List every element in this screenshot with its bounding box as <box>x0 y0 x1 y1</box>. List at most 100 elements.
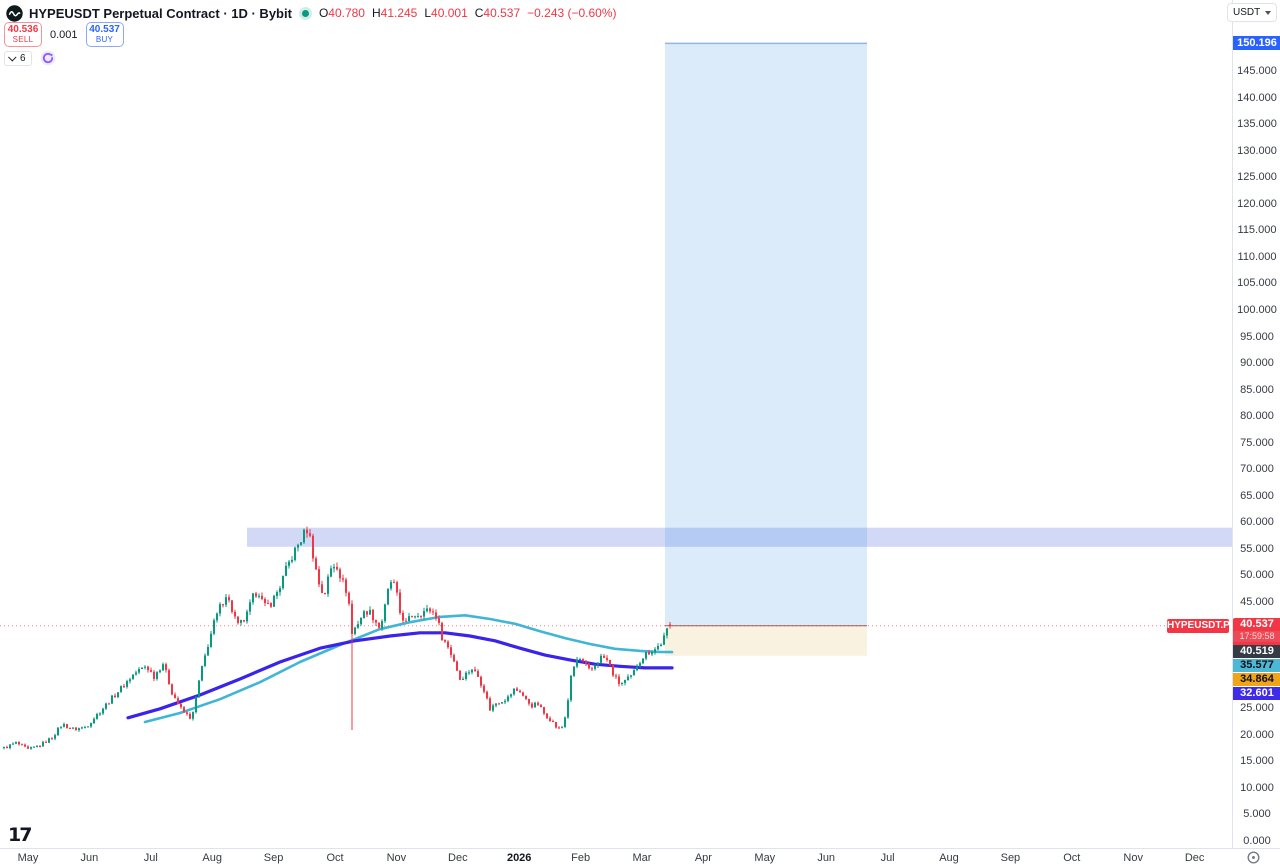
quantity-field[interactable]: 0.001 <box>50 28 78 41</box>
candle-body <box>591 668 593 670</box>
ma-slow-blue-line[interactable] <box>126 631 674 720</box>
candle-body <box>159 670 161 673</box>
candle-body <box>84 727 86 729</box>
candle-body <box>273 595 275 607</box>
price-axis[interactable]: 145.000 140.000 135.000 130.000 125.000 120.0… <box>1232 0 1280 848</box>
target-price-badge: 150.196 <box>1233 36 1280 51</box>
candle-body <box>606 657 608 660</box>
chevron-down-icon <box>8 53 17 62</box>
price-tick-label: 140.000 <box>1237 91 1277 104</box>
price-tick-label: 85.000 <box>1240 383 1274 396</box>
candle-body <box>471 669 473 673</box>
candle-body <box>336 566 338 570</box>
price-tick-label: 50.000 <box>1240 569 1274 582</box>
candle-body <box>633 670 635 676</box>
candle-body <box>528 699 530 704</box>
price-tick-label: 120.000 <box>1237 197 1277 210</box>
candle-body <box>366 611 368 615</box>
candle-body <box>345 579 347 593</box>
candle-body <box>621 682 623 684</box>
candle-body <box>600 655 602 663</box>
candle-body <box>654 649 656 653</box>
candle-body <box>282 575 284 589</box>
candle-body <box>6 747 8 749</box>
candle-body <box>642 658 644 664</box>
close-value: 40.537 <box>483 6 521 20</box>
tradingview-logo[interactable]: 17 <box>8 824 32 846</box>
ohlc-values: O40.780 H41.245 L40.001 C40.537 −0.243 (… <box>319 6 617 20</box>
entry-zone-rect[interactable] <box>665 625 867 656</box>
candle-body <box>411 616 413 618</box>
candle-body <box>543 707 545 714</box>
candle-body <box>87 726 89 728</box>
price-tick-label: 70.000 <box>1240 463 1274 476</box>
candle-body <box>126 681 128 687</box>
candle-body <box>540 704 542 708</box>
candle-body <box>294 547 296 561</box>
candle-body <box>594 665 596 669</box>
high-key: H <box>371 6 381 20</box>
open-value: 40.780 <box>328 6 365 20</box>
candle-body <box>111 695 113 704</box>
candle-body <box>462 679 464 681</box>
candle-body <box>417 616 419 618</box>
candle-body <box>168 670 170 685</box>
ma-fast-cyan-line[interactable] <box>143 613 674 724</box>
symbol-price-flag[interactable]: HYPEUSDT.P <box>1167 619 1230 633</box>
candle-body <box>639 663 641 667</box>
low-key: L <box>424 6 432 20</box>
time-axis-label: May <box>17 852 39 864</box>
sell-price: 40.536 <box>7 23 39 35</box>
last-price-badge-group: 40.537 17:59:58 <box>1233 618 1280 645</box>
price-tick-label: 100.000 <box>1237 303 1277 316</box>
buy-button[interactable]: 40.537 BUY <box>85 22 124 47</box>
candle-body <box>105 703 107 709</box>
candle-body <box>474 669 476 672</box>
candle-body <box>24 744 26 747</box>
symbol-title[interactable]: HYPEUSDT Perpetual Contract · 1D · Bybit <box>29 5 292 21</box>
candle-body <box>390 582 392 589</box>
candle-body <box>15 741 17 744</box>
indicators-collapse-toggle[interactable]: 6 <box>4 50 32 66</box>
candle-body <box>54 735 56 739</box>
candle-body <box>402 612 404 621</box>
candle-body <box>210 633 212 648</box>
candle-body <box>483 685 485 692</box>
candle-body <box>444 640 446 642</box>
candle-body <box>57 727 59 736</box>
candle-body <box>597 662 599 666</box>
candle-body <box>399 592 401 613</box>
candle-body <box>150 670 152 672</box>
candle-body <box>318 569 320 585</box>
target-projection-rect[interactable] <box>665 43 867 626</box>
supply-zone-rect[interactable] <box>247 527 1232 547</box>
candle-body <box>465 672 467 680</box>
time-axis-label: Jul <box>880 852 895 864</box>
bar-close-countdown: 17:59:58 <box>1233 631 1280 642</box>
refresh-icon[interactable] <box>40 50 56 66</box>
candle-body <box>102 708 104 714</box>
time-axis[interactable]: May Jun Jul Aug Sep Oct Nov Dec 2026 Feb Mar Apr May… <box>0 848 1280 867</box>
candle-body <box>156 672 158 679</box>
axis-settings-icon[interactable] <box>1247 851 1260 864</box>
price-tick-label: 130.000 <box>1237 144 1277 157</box>
candle-body <box>537 702 539 705</box>
indicator-value-badge: 40.519 <box>1233 645 1280 658</box>
candle-body <box>558 727 560 729</box>
candle-body <box>660 644 662 646</box>
candle-body <box>9 744 11 749</box>
candle-body <box>48 738 50 743</box>
sell-button[interactable]: 40.536 SELL <box>4 22 42 47</box>
candle-body <box>552 720 554 722</box>
candle-body <box>267 603 269 605</box>
time-axis-label: Mar <box>632 852 652 864</box>
market-status-icon[interactable] <box>301 9 309 17</box>
price-tick-label: 55.000 <box>1240 542 1274 555</box>
high-value: 41.245 <box>380 6 418 20</box>
candle-body <box>75 727 77 731</box>
candle-body <box>519 690 521 693</box>
candle-body <box>42 741 44 747</box>
candle-body <box>618 676 620 684</box>
currency-select[interactable]: USDT <box>1227 3 1277 22</box>
price-chart[interactable] <box>0 0 1232 848</box>
